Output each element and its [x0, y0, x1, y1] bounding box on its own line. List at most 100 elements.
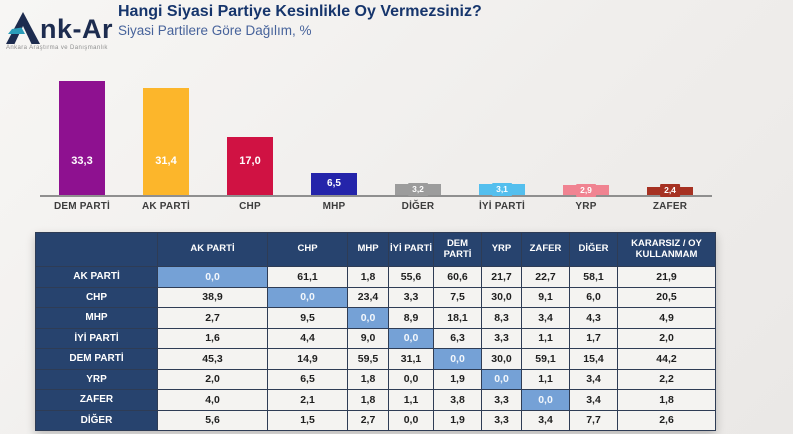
table-cell: 4,0: [157, 389, 268, 411]
table-cell: 61,1: [267, 266, 348, 288]
table-cell: 44,2: [617, 348, 716, 370]
category-label: YRP: [575, 201, 597, 212]
table-cell: 0,0: [481, 368, 522, 390]
bar-value-label: 6,5: [327, 178, 341, 190]
bar: 31,4: [143, 87, 189, 195]
column-header: ZAFER: [521, 232, 570, 267]
table-cell: 3,3: [481, 327, 522, 349]
table-cell: 3,3: [481, 409, 522, 431]
table-header-row: AK PARTİ CHP MHP İYİ PARTİ DEM PARTİ YRP ZAFER…: [35, 232, 716, 267]
table-body: AK PARTİ 0,0 61,1 1,8 55,6 60,6 21,7 22,7 58,1 21…: [35, 266, 716, 431]
column-header: DİĞER: [569, 232, 618, 267]
page-title: Hangi Siyasi Partiye Kesinlikle Oy Verme…: [118, 3, 482, 20]
page-subtitle: Siyasi Partilere Göre Dağılım, %: [118, 23, 312, 38]
table-cell: 60,6: [433, 266, 482, 288]
table-cell: 3,3: [481, 389, 522, 411]
table-cell: 0,0: [388, 368, 434, 390]
table-cell: 0,0: [521, 389, 570, 411]
table-cell: 23,4: [347, 286, 389, 308]
table-cell: 8,9: [388, 307, 434, 329]
results-table: AK PARTİ CHP MHP İYİ PARTİ DEM PARTİ YRP ZAFER…: [35, 232, 716, 431]
category-label: DEM PARTİ: [53, 201, 111, 212]
table-cell: 1,6: [157, 327, 268, 349]
table-cell: 3,8: [433, 389, 482, 411]
table-row: DEM PARTİ 45,3 14,9 59,5 31,1 0,0 30,0 59,1 15,4…: [35, 348, 716, 370]
table-cell: 58,1: [569, 266, 618, 288]
table-cell: 1,1: [521, 368, 570, 390]
table-cell: 1,7: [569, 327, 618, 349]
category-label: ZAFER: [652, 201, 688, 212]
bar-value-label: 3,2: [408, 183, 428, 196]
table-row: DİĞER 5,6 1,5 2,7 0,0 1,9 3,3 3,4 7,7 2,6: [35, 409, 716, 431]
table-cell: 4,3: [569, 307, 618, 329]
table-cell: 3,4: [569, 389, 618, 411]
table-cell: 0,0: [388, 327, 434, 349]
table-cell: 2,0: [617, 327, 716, 349]
bar: 33,3: [59, 81, 105, 195]
table-cell: 0,0: [388, 409, 434, 431]
category-label: AK PARTİ: [141, 201, 191, 212]
table-cell: 0,0: [267, 286, 348, 308]
row-header: MHP: [35, 307, 158, 329]
table-cell: 9,5: [267, 307, 348, 329]
table-cell: 2,7: [347, 409, 389, 431]
row-header: DİĞER: [35, 409, 158, 431]
bar-value-label: 3,1: [492, 183, 512, 197]
table-cell: 7,7: [569, 409, 618, 431]
table-row: AK PARTİ 0,0 61,1 1,8 55,6 60,6 21,7 22,7 58,1 21…: [35, 266, 716, 288]
bar: 17,0: [227, 136, 273, 195]
table-cell: 4,4: [267, 327, 348, 349]
logo-tagline: Ankara Araştırma ve Danışmanlık: [6, 45, 108, 51]
row-header: DEM PARTİ: [35, 348, 158, 370]
bar-value-label: 2,9: [576, 183, 596, 197]
category-labels: DEM PARTİ AK PARTİ CHP MHP DİĞER İYİ PARTİ YRP…: [40, 201, 712, 212]
table-row: CHP 38,9 0,0 23,4 3,3 7,5 30,0 9,1 6,0 20,5: [35, 286, 716, 308]
table-cell: 3,4: [521, 409, 570, 431]
bar-value-label: 2,4: [660, 184, 680, 198]
table-cell: 2,7: [157, 307, 268, 329]
bar-slot: 3,2: [376, 78, 460, 196]
table-cell: 2,0: [157, 368, 268, 390]
logo-wordmark: nk-Ar: [40, 14, 114, 44]
row-header: YRP: [35, 368, 158, 390]
table-row: YRP 2,0 6,5 1,8 0,0 1,9 0,0 1,1 3,4 2,2: [35, 368, 716, 390]
bar: 2,4: [647, 184, 693, 198]
table-cell: 6,3: [433, 327, 482, 349]
row-header: AK PARTİ: [35, 266, 158, 288]
bar-slot: 2,9: [544, 78, 628, 197]
table-cell: 1,9: [433, 368, 482, 390]
bar-value-label: 33,3: [71, 155, 93, 167]
column-header: İYİ PARTİ: [388, 232, 434, 267]
bar-slot: 2,4: [628, 78, 712, 198]
table-cell: 8,3: [481, 307, 522, 329]
category-label: MHP: [322, 201, 346, 212]
table-cell: 3,3: [388, 286, 434, 308]
table-head: AK PARTİ CHP MHP İYİ PARTİ DEM PARTİ YRP ZAFER…: [35, 232, 716, 267]
bar-value-label: 31,4: [155, 155, 177, 167]
logo-a-icon: [6, 12, 40, 44]
table-cell: 15,4: [569, 348, 618, 370]
bar-slot: 3,1: [460, 78, 544, 197]
row-header: CHP: [35, 286, 158, 308]
table-cell: 30,0: [481, 286, 522, 308]
table-cell: 59,1: [521, 348, 570, 370]
column-header: CHP: [267, 232, 348, 267]
column-header: AK PARTİ: [157, 232, 268, 267]
table-row: İYİ PARTİ 1,6 4,4 9,0 0,0 6,3 3,3 1,1 1,7 2,0: [35, 327, 716, 349]
corner-cell: [35, 232, 158, 267]
table-cell: 38,9: [157, 286, 268, 308]
bar: 2,9: [563, 183, 609, 197]
table-cell: 18,1: [433, 307, 482, 329]
table-cell: 55,6: [388, 266, 434, 288]
column-header: KARARSIZ / OY KULLANMAM: [617, 232, 716, 267]
bar-value-label: 17,0: [239, 155, 261, 167]
table-cell: 1,1: [388, 389, 434, 411]
category-label: DİĞER: [401, 201, 435, 212]
table-cell: 59,5: [347, 348, 389, 370]
table-row: MHP 2,7 9,5 0,0 8,9 18,1 8,3 3,4 4,3 4,9: [35, 307, 716, 329]
company-logo: nk-Ar Ankara Araştırma ve Danışmanlık: [6, 12, 118, 51]
table-cell: 6,0: [569, 286, 618, 308]
table-cell: 20,5: [617, 286, 716, 308]
table-cell: 9,0: [347, 327, 389, 349]
table-cell: 31,1: [388, 348, 434, 370]
